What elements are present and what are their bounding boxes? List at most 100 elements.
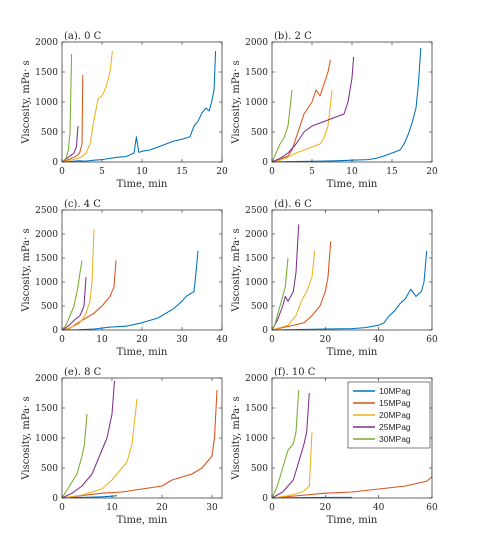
x-tick-label: 20 xyxy=(216,167,228,177)
x-axis-label: Time, min xyxy=(327,347,378,358)
series-line-30MPag xyxy=(272,257,289,330)
y-tick-label: 1000 xyxy=(245,278,268,288)
y-tick-label: 2000 xyxy=(35,38,58,48)
y-tick-label: 500 xyxy=(251,464,268,474)
x-tick-label: 30 xyxy=(206,503,218,513)
x-tick-label: 40 xyxy=(373,335,385,345)
y-axis-label: Viscosity, mPa· s xyxy=(231,396,242,480)
panel-2: 0 5 10 15 20 0 500 1000 1500 2000 (b). 2 C Time, mi… xyxy=(231,31,438,190)
series-line-25MPag xyxy=(62,277,87,330)
y-tick-label: 1000 xyxy=(35,434,58,444)
y-axis-label: Viscosity, mPa· s xyxy=(21,396,32,480)
y-tick-label: 2000 xyxy=(245,230,268,240)
y-tick-label: 1500 xyxy=(35,404,58,414)
y-tick-label: 2000 xyxy=(35,230,58,240)
series-line-10MPag xyxy=(62,250,199,330)
x-tick-label: 0 xyxy=(59,503,65,513)
x-tick-label: 15 xyxy=(386,167,398,177)
y-axis-label: Viscosity, mPa· s xyxy=(231,228,242,312)
series-line-20MPag xyxy=(272,250,316,330)
panel-title: (b). 2 C xyxy=(274,31,312,42)
series-group xyxy=(62,229,199,330)
x-tick-label: 5 xyxy=(309,167,315,177)
x-tick-label: 60 xyxy=(426,503,438,513)
y-tick-label: 500 xyxy=(41,302,58,312)
legend-box xyxy=(347,381,431,449)
y-tick-label: 0 xyxy=(52,326,58,336)
y-axis-label: Viscosity, mPa· s xyxy=(21,228,32,312)
y-tick-label: 0 xyxy=(262,158,268,168)
x-tick-label: 0 xyxy=(269,335,275,345)
series-line-15MPag xyxy=(62,260,117,330)
panel-1: 0 5 10 15 20 0 500 1000 1500 2000 (a). 0 C Time, mi… xyxy=(21,31,228,190)
series-line-25MPag xyxy=(272,392,310,498)
y-tick-label: 2000 xyxy=(35,374,58,384)
y-tick-label: 1500 xyxy=(245,68,268,78)
series-line-15MPag xyxy=(62,74,84,162)
panel-6: 0 20 40 60 0 500 1000 1500 2000 (f). 10 C Time, mi… xyxy=(231,367,438,526)
series-line-10MPag xyxy=(272,250,428,330)
panel-4: 0 20 40 60 0 500 1000 1500 2000 2500 (d). 6 C Time,… xyxy=(231,199,438,358)
x-tick-label: 0 xyxy=(59,167,65,177)
x-tick-label: 10 xyxy=(106,503,118,513)
x-tick-label: 40 xyxy=(216,335,228,345)
series-group xyxy=(62,380,218,498)
x-axis-label: Time, min xyxy=(117,179,168,190)
series-group xyxy=(272,47,422,162)
y-tick-label: 1500 xyxy=(35,68,58,78)
x-axis-label: Time, min xyxy=(327,515,378,526)
y-tick-label: 500 xyxy=(251,128,268,138)
y-tick-label: 1500 xyxy=(245,404,268,414)
series-line-15MPag xyxy=(272,59,331,162)
y-tick-label: 1000 xyxy=(35,278,58,288)
y-axis-label: Viscosity, mPa· s xyxy=(21,60,32,144)
x-tick-label: 20 xyxy=(320,335,332,345)
series-line-20MPag xyxy=(62,229,95,330)
y-tick-label: 1500 xyxy=(245,254,268,264)
y-tick-label: 0 xyxy=(52,494,58,504)
y-tick-label: 2000 xyxy=(245,38,268,48)
x-tick-label: 0 xyxy=(269,503,275,513)
x-tick-label: 20 xyxy=(320,503,332,513)
series-line-20MPag xyxy=(272,431,313,498)
panel-title: (c). 4 C xyxy=(64,199,101,210)
series-line-30MPag xyxy=(62,413,88,498)
y-tick-label: 500 xyxy=(251,302,268,312)
plot-frame xyxy=(271,209,433,331)
y-tick-label: 2500 xyxy=(245,206,268,216)
y-tick-label: 1000 xyxy=(35,98,58,108)
x-tick-label: 40 xyxy=(373,503,385,513)
plot-frame xyxy=(61,41,223,163)
x-tick-label: 15 xyxy=(176,167,188,177)
x-tick-label: 10 xyxy=(136,167,148,177)
legend-label-25MPag: 25MPag xyxy=(379,422,411,432)
y-tick-label: 1000 xyxy=(245,434,268,444)
series-line-20MPag xyxy=(62,398,138,498)
y-tick-label: 2500 xyxy=(35,206,58,216)
series-line-20MPag xyxy=(272,89,333,162)
x-tick-label: 20 xyxy=(136,335,148,345)
x-tick-label: 20 xyxy=(426,167,438,177)
series-line-30MPag xyxy=(272,89,293,162)
panel-3: 0 10 20 30 40 0 500 1000 1500 2000 2500 (c). 4 C Tim… xyxy=(21,199,228,358)
panel-title: (d). 6 C xyxy=(274,199,312,210)
series-line-25MPag xyxy=(272,56,355,162)
series-line-25MPag xyxy=(272,224,300,330)
x-tick-label: 10 xyxy=(346,167,358,177)
x-tick-label: 5 xyxy=(99,167,105,177)
series-line-15MPag xyxy=(272,241,332,330)
x-tick-label: 60 xyxy=(426,335,438,345)
series-line-10MPag xyxy=(62,50,217,162)
x-tick-label: 20 xyxy=(156,503,168,513)
legend-label-15MPag: 15MPag xyxy=(379,398,411,408)
legend-label-20MPag: 20MPag xyxy=(379,410,411,420)
series-line-30MPag xyxy=(62,53,73,162)
panel-title: (e). 8 C xyxy=(64,367,102,378)
legend-label-30MPag: 30MPag xyxy=(379,434,411,444)
series-line-30MPag xyxy=(272,389,300,498)
panel-title: (a). 0 C xyxy=(64,31,102,42)
series-line-10MPag xyxy=(272,47,422,162)
y-tick-label: 0 xyxy=(52,158,58,168)
series-line-15MPag xyxy=(62,389,218,498)
